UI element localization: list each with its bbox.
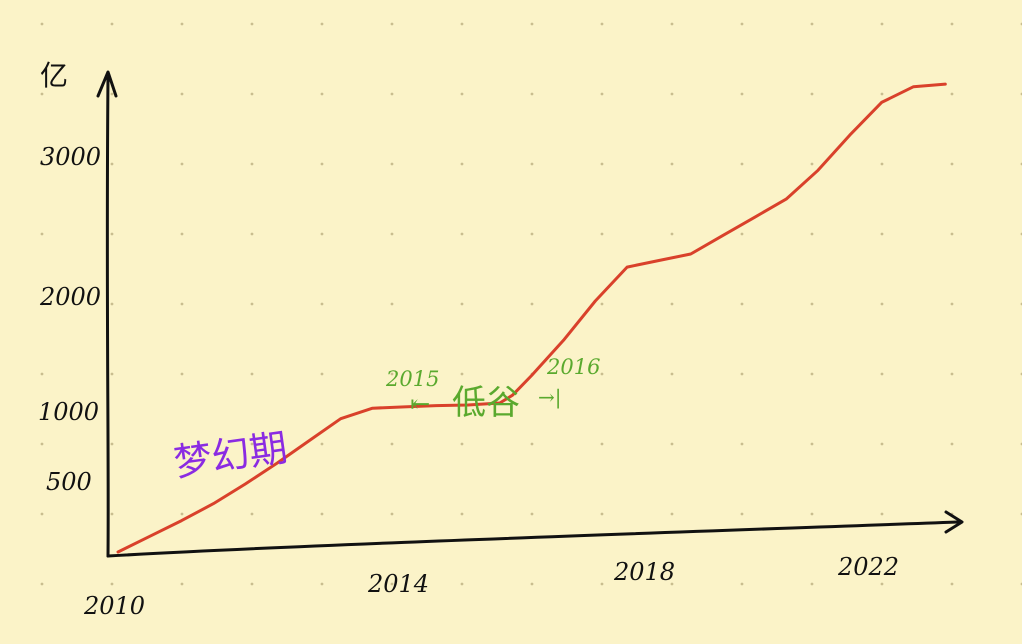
y-tick-label-2000: 2000 <box>39 283 101 311</box>
trough-label: 低谷 <box>452 383 520 423</box>
x-tick-label-2018: 2018 <box>613 558 675 586</box>
y-axis-arrow <box>96 70 118 98</box>
trough-end-year: 2016 <box>546 355 600 379</box>
x-axis <box>106 520 960 558</box>
x-tick-label-2014: 2014 <box>367 570 429 598</box>
trough-end-arrow: →| <box>538 385 562 410</box>
y-tick-label-500: 500 <box>46 468 92 496</box>
y-tick-label-1000: 1000 <box>38 398 99 426</box>
y-axis-unit-label: 亿 <box>40 59 68 92</box>
x-tick-label-2022: 2022 <box>837 553 899 581</box>
trough-start-arrow: ⇤ <box>410 390 430 418</box>
x-tick-label-2010: 2010 <box>83 592 145 620</box>
revenue-line <box>116 82 947 554</box>
x-axis-arrow <box>944 510 964 534</box>
y-axis <box>105 76 110 558</box>
y-tick-label-3000: 3000 <box>40 143 101 171</box>
trough-start-year: 2015 <box>385 367 439 391</box>
